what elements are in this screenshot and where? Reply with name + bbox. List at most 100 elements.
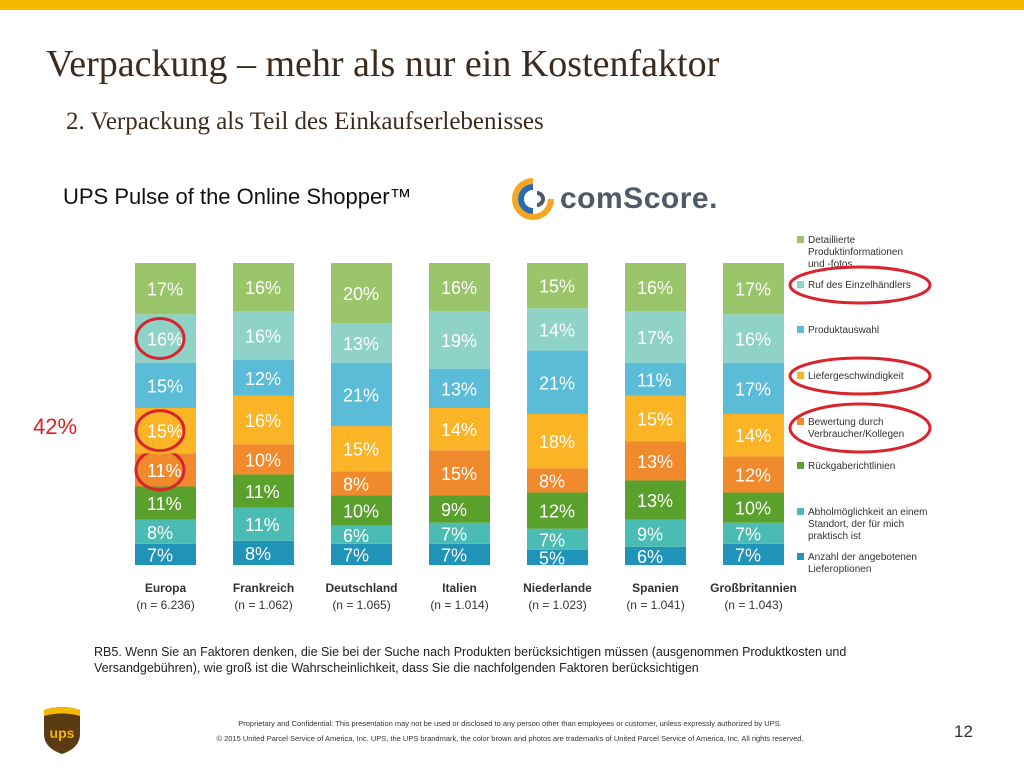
bar-segment (233, 311, 294, 360)
bar-segment (527, 308, 588, 351)
bar-segment (429, 543, 490, 565)
bar-segment (625, 362, 686, 396)
bar-value-label: 7% (441, 524, 467, 544)
bar-value-label: 8% (147, 523, 173, 543)
bar-segment (723, 522, 784, 544)
bar-value-label: 13% (441, 379, 477, 399)
bar-value-label: 11% (147, 461, 182, 481)
bar-segment (625, 263, 686, 312)
bar-value-label: 6% (343, 526, 369, 546)
bar-segment (331, 525, 392, 544)
survey-title: UPS Pulse of the Online Shopper™ (63, 184, 412, 209)
legend-swatch (797, 462, 804, 469)
bar-segment (331, 495, 392, 526)
bar-value-label: 14% (539, 320, 575, 340)
legal-line-copyright: © 2015 United Parcel Service of America,… (216, 734, 804, 743)
legend-swatch (797, 372, 804, 379)
bar-segment (723, 456, 784, 493)
svg-text:ups: ups (50, 725, 75, 741)
legend-swatch (797, 326, 804, 333)
bar-value-label: 15% (539, 277, 575, 297)
bar-value-label: 14% (735, 426, 771, 446)
bar-value-label: 15% (343, 440, 379, 460)
sample-size-label: (n = 1.041) (626, 598, 684, 612)
bar-value-label: 12% (539, 502, 575, 522)
bar-segment (527, 492, 588, 529)
bar-segment (723, 414, 784, 457)
category-label: Großbritannien (710, 581, 797, 595)
page-title: Verpackung – mehr als nur ein Kostenfakt… (46, 43, 720, 85)
bar-value-label: 15% (441, 464, 477, 484)
highlight-sum-callout: 42% (33, 414, 78, 439)
bar-segment (135, 486, 196, 520)
survey-question-footnote: RB5. Wenn Sie an Faktoren denken, die Si… (94, 645, 847, 675)
bar-value-label: 13% (637, 491, 673, 511)
ups-shield-icon: ups (44, 707, 80, 754)
highlight-circle (134, 317, 186, 360)
legend-label: Liefergeschwindigkeit (808, 371, 904, 382)
bar-value-label: 15% (147, 376, 183, 396)
legend-label: und -fotos (808, 259, 852, 270)
bar-segment (429, 311, 490, 369)
bar-value-label: 8% (343, 474, 369, 494)
bar-value-label: 21% (539, 373, 575, 393)
bar-segment (135, 543, 196, 565)
bar-value-label: 17% (147, 280, 183, 300)
legend-label: Verbraucher/Kollegen (808, 429, 904, 440)
highlight-circle (134, 409, 186, 453)
bar-segment (527, 528, 588, 550)
sample-size-label: (n = 1.023) (528, 598, 586, 612)
bar-value-label: 12% (735, 465, 771, 485)
bar-segment (429, 450, 490, 496)
bar-value-label: 7% (147, 545, 173, 565)
category-label: Niederlande (523, 581, 592, 595)
bar-segment (331, 471, 392, 496)
legend-label: Rückgaberichtlinien (808, 461, 895, 472)
bar-segment (331, 426, 392, 472)
page-number: 12 (954, 722, 973, 741)
category-label: Spanien (632, 581, 679, 595)
legend-swatch (797, 418, 804, 425)
bar-segment (625, 395, 686, 442)
bar-value-label: 19% (441, 331, 477, 351)
category-label: Italien (442, 581, 477, 595)
bar-value-label: 11% (637, 370, 672, 390)
bar-segment (625, 441, 686, 481)
legend-swatch (797, 281, 804, 288)
sample-size-label: (n = 1.062) (234, 598, 292, 612)
legend-label: Abholmöglichkeit an einem (808, 507, 928, 518)
bar-segment (233, 263, 294, 312)
bar-value-label: 10% (245, 450, 281, 470)
bar-segment (233, 359, 294, 396)
bar-value-label: 7% (735, 545, 761, 565)
category-label: Deutschland (325, 581, 397, 595)
sample-size-label: (n = 1.014) (430, 598, 488, 612)
sample-size-label: (n = 1.043) (724, 598, 782, 612)
bar-value-label: 16% (245, 411, 281, 431)
sample-size-label: (n = 1.065) (332, 598, 390, 612)
legend-label: Standort, der für mich (808, 519, 904, 530)
legend-label: Produktinformationen (808, 247, 903, 258)
legend-label: Lieferoptionen (808, 564, 871, 575)
bar-value-label: 7% (441, 545, 467, 565)
bar-segment (429, 522, 490, 544)
bar-segment (527, 414, 588, 469)
bar-value-label: 13% (637, 452, 673, 472)
bar-value-label: 9% (637, 524, 663, 544)
legend-label: Produktauswahl (808, 325, 879, 336)
legal-line-confidential: Proprietary and Confidential: This prese… (238, 719, 782, 728)
bar-value-label: 7% (735, 524, 761, 544)
bar-value-label: 7% (539, 530, 565, 550)
bar-segment (429, 368, 490, 408)
bar-value-label: 17% (637, 328, 673, 348)
legend-highlight-circle (788, 356, 932, 396)
sample-size-label: (n = 6.236) (136, 598, 194, 612)
bar-value-label: 11% (245, 482, 280, 502)
bar-value-label: 5% (539, 548, 565, 568)
bar-value-label: 20% (343, 284, 379, 304)
bar-value-label: 17% (735, 280, 771, 300)
bar-segment (527, 350, 588, 414)
page-subtitle: 2. Verpackung als Teil des Einkaufserleb… (66, 108, 544, 135)
bar-segment (625, 546, 686, 565)
bar-segment (331, 263, 392, 324)
